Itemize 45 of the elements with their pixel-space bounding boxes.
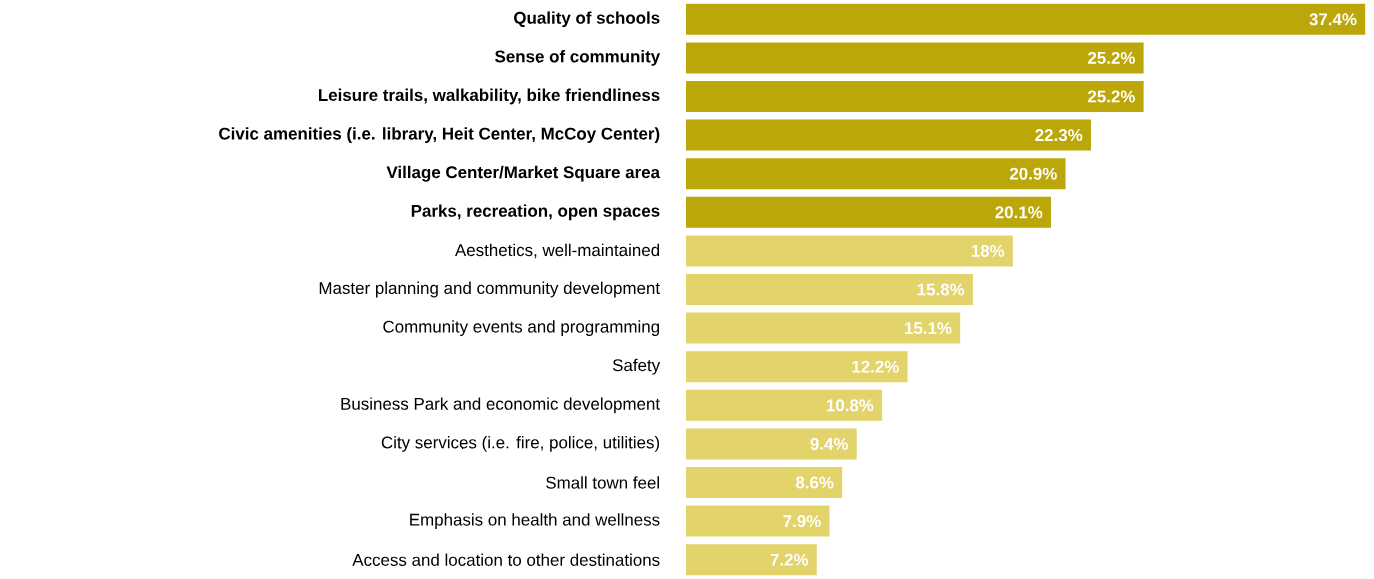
data-label: 25.2% bbox=[1088, 51, 1135, 64]
data-label: 20.1% bbox=[995, 206, 1043, 219]
data-label: 8.6% bbox=[795, 476, 834, 489]
bar bbox=[686, 544, 817, 576]
y-tick-label: City services (i.e. fire, police, utilities) bbox=[381, 436, 660, 452]
y-tick-label: Village Center/Market Square area bbox=[386, 165, 661, 182]
y-tick-label: Sense of community bbox=[495, 50, 661, 66]
data-label: 37.4% bbox=[1309, 13, 1357, 26]
bar bbox=[686, 467, 843, 499]
y-tick-label: Civic amenities (i.e. library, Heit Center, McCoy Center) bbox=[219, 127, 660, 143]
y-tick-label: Community events and programming bbox=[383, 320, 660, 336]
y-tick-label: Master planning and community development bbox=[319, 281, 660, 298]
y-tick-label: Access and location to other destinations bbox=[352, 553, 660, 566]
data-label: 22.3% bbox=[1035, 129, 1083, 142]
data-label: 20.9% bbox=[1009, 167, 1057, 180]
bar bbox=[686, 81, 1144, 112]
bar bbox=[686, 389, 883, 421]
data-label: 7.2% bbox=[770, 553, 809, 566]
y-tick-label: Leisure trails, walkability, bike friendliness bbox=[318, 88, 660, 105]
bar bbox=[686, 274, 973, 305]
data-label: 9.4% bbox=[810, 437, 849, 450]
data-label: 7.9% bbox=[783, 515, 821, 528]
bar bbox=[686, 505, 830, 537]
bar bbox=[686, 42, 1144, 74]
bar bbox=[686, 3, 1366, 35]
y-tick-label: Parks, recreation, open spaces bbox=[411, 204, 660, 221]
bar bbox=[686, 351, 908, 383]
data-label: 15.8% bbox=[917, 283, 965, 296]
bar bbox=[686, 235, 1013, 267]
data-label: 18% bbox=[971, 244, 1005, 257]
y-tick-label: Safety bbox=[612, 358, 661, 375]
y-tick-label: Business Park and economic development bbox=[341, 397, 660, 414]
data-label: 25.2% bbox=[1088, 90, 1135, 103]
data-label: 12.2% bbox=[852, 360, 899, 373]
bar bbox=[686, 158, 1066, 190]
bar bbox=[686, 196, 1052, 228]
bar bbox=[686, 312, 961, 344]
data-label: 10.8% bbox=[826, 399, 874, 412]
y-tick-label: Aesthetics, well-maintained bbox=[454, 243, 660, 259]
y-tick-label: Quality of schools bbox=[514, 11, 660, 28]
y-tick-label: Emphasis on health and wellness bbox=[410, 513, 660, 529]
data-label: 15.1% bbox=[905, 322, 952, 335]
bar bbox=[686, 428, 857, 460]
y-tick-label: Small town feel bbox=[546, 476, 659, 489]
bar bbox=[686, 119, 1091, 151]
